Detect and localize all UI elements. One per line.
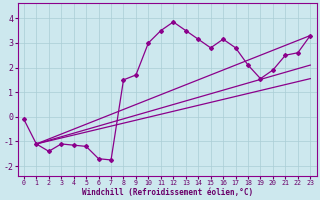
X-axis label: Windchill (Refroidissement éolien,°C): Windchill (Refroidissement éolien,°C) [82,188,253,197]
